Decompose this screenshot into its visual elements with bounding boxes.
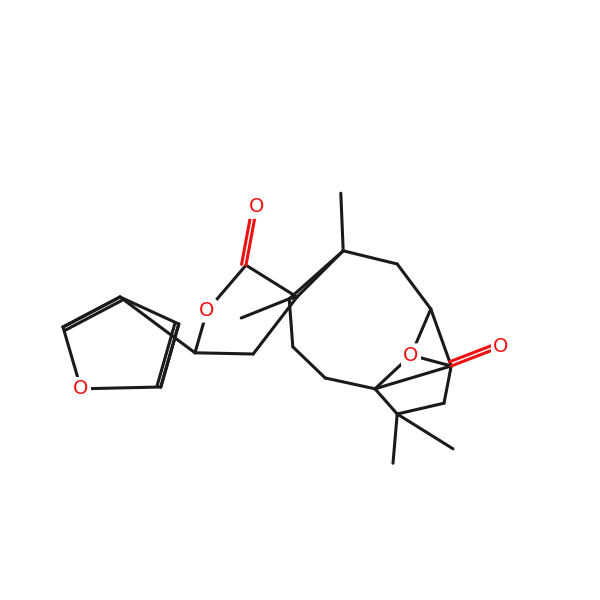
Text: O: O: [249, 197, 265, 217]
Text: O: O: [403, 346, 419, 365]
Text: O: O: [73, 379, 89, 398]
Text: O: O: [493, 337, 509, 356]
Text: O: O: [199, 301, 215, 320]
